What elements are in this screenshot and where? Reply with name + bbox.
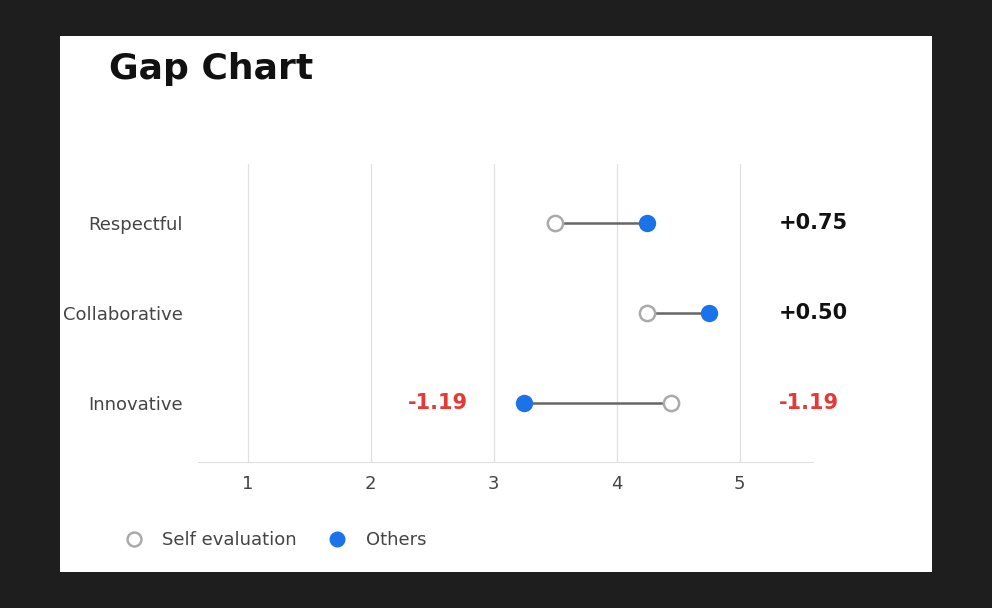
Text: Gap Chart: Gap Chart: [109, 52, 313, 86]
Text: -1.19: -1.19: [779, 393, 839, 413]
Text: +0.75: +0.75: [779, 213, 848, 233]
Legend: Self evaluation, Others: Self evaluation, Others: [108, 524, 434, 556]
Text: +0.50: +0.50: [779, 303, 848, 323]
Text: -1.19: -1.19: [408, 393, 468, 413]
